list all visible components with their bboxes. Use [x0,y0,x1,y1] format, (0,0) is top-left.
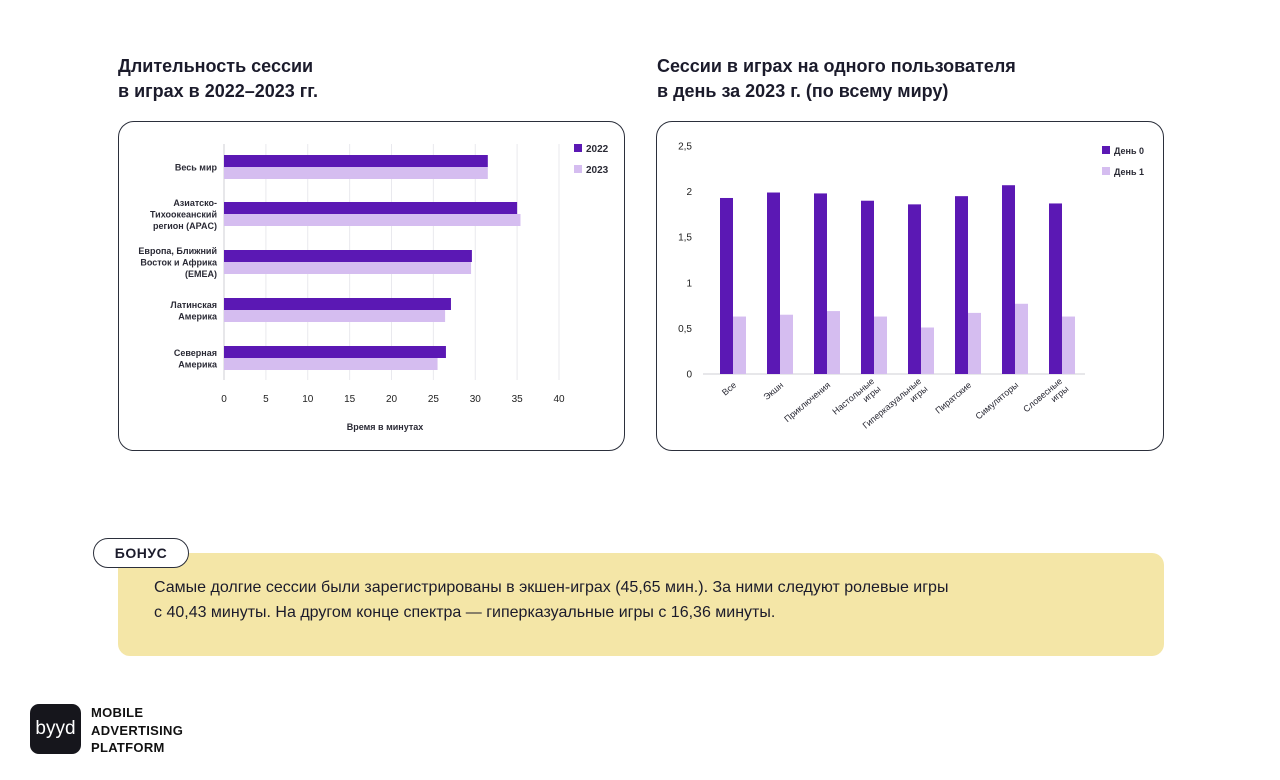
bar-2023 [224,310,446,322]
logo-line-1: MOBILE [91,705,144,720]
session-duration-chart-card: 0 5 10 15 20 25 30 35 40 Весь мир Азиатско- Тихооке… [118,121,625,451]
category-label: Пиратские [933,380,973,416]
category-label: Америка [178,311,218,321]
bar-2022 [224,346,446,358]
right-chart-title: Сессии в играх на одного пользователя в … [657,54,1016,104]
category-label: Все [720,380,738,398]
category-label: Приключения [782,380,832,424]
x-tick-label: 5 [263,394,269,405]
bar-2022 [224,155,488,167]
legend-swatch [574,165,582,173]
bar-2023 [224,358,438,370]
bar-2023 [224,214,521,226]
legend-label: День 0 [1114,146,1144,156]
bar-День-1 [968,312,981,374]
legend-swatch [1102,146,1110,154]
bonus-text-line-2: с 40,43 минуты. На другом конце спектра … [154,604,776,621]
category-label: Северная [174,348,217,358]
category-label: Экшн [762,380,786,402]
bar-День-1 [733,316,746,374]
category-label: Азиатско- [173,198,217,208]
category-label: Симуляторы [973,380,1020,422]
bar-День-0 [861,200,874,374]
left-chart-title: Длительность сессии в играх в 2022–2023 … [118,54,318,104]
category-label: Тихоокеанский [150,210,217,220]
category-label: Латинская [170,300,217,310]
left-chart-title-line-1: Длительность сессии [118,56,314,76]
bonus-text: Самые долгие сессии были зарегистрирован… [154,575,1114,625]
x-tick-label: 30 [470,394,482,405]
bar-2023 [224,167,488,179]
bar-День-1 [921,327,934,374]
y-tick-label: 0 [686,370,692,381]
x-tick-label: 10 [302,394,314,405]
bar-2022 [224,298,451,310]
bar-День-0 [908,204,921,374]
y-tick-label: 0,5 [678,324,692,335]
bar-День-0 [1002,185,1015,374]
session-duration-chart: 0 5 10 15 20 25 30 35 40 Весь мир Азиатско- Тихооке… [138,144,609,432]
bar-День-0 [955,196,968,374]
bonus-tag: БОНУС [93,538,189,568]
category-label: Европа, Ближний [138,246,217,256]
x-axis-label: Время в минутах [347,422,424,432]
x-tick-label: 15 [344,394,356,405]
left-chart-title-line-2: в играх в 2022–2023 гг. [118,81,319,101]
bar-День-1 [1015,303,1028,374]
right-chart-title-line-1: Сессии в играх на одного пользователя [657,56,1016,76]
legend-label: 2022 [586,144,609,155]
bar-2022 [224,202,518,214]
logo-mark: bуyd [35,718,76,739]
y-tick-label: 1 [686,278,692,289]
category-label: регион (APAC) [153,221,217,231]
logo-line-3: PLATFORM [91,740,165,755]
y-tick-label: 1,5 [678,233,692,244]
y-tick-label: 2 [686,187,692,198]
category-label: Весь мир [175,163,218,173]
category-label: Америка [178,359,218,369]
right-chart-title-line-2: в день за 2023 г. (по всему миру) [657,81,949,101]
x-tick-label: 20 [386,394,398,405]
x-tick-label: 25 [428,394,440,405]
bonus-text-line-1: Самые долгие сессии были зарегистрирован… [154,579,949,596]
legend-swatch [574,144,582,152]
sessions-per-user-chart-card: 0 0,5 1 1,5 2 2,5 Все Экшн Приключения Настольные… [656,121,1164,451]
bar-День-0 [1049,203,1062,374]
x-tick-label: 40 [553,394,565,405]
bar-День-0 [814,193,827,374]
legend-label: 2023 [586,165,609,176]
bar-День-1 [780,314,793,374]
bonus-callout: Самые долгие сессии были зарегистрирован… [118,553,1164,656]
x-tick-label: 35 [512,394,524,405]
legend-swatch [1102,167,1110,175]
logo-line-2: ADVERTISING [91,722,184,738]
bar-День-1 [1062,316,1075,374]
bar-День-1 [874,316,887,374]
category-label: Восток и Африка [140,258,218,268]
legend-label: День 1 [1114,167,1144,177]
x-tick-label: 0 [221,394,227,405]
logo-text: MOBILE ADVERTISING PLATFORM [91,704,183,757]
byyd-logo-icon: bуyd [30,704,81,754]
bar-День-1 [827,311,840,374]
bar-2022 [224,250,472,262]
y-tick-label: 2,5 [678,142,692,153]
bar-День-0 [720,197,733,374]
bar-День-0 [767,192,780,374]
category-label: (EMEA) [185,269,217,279]
bar-2023 [224,262,472,274]
